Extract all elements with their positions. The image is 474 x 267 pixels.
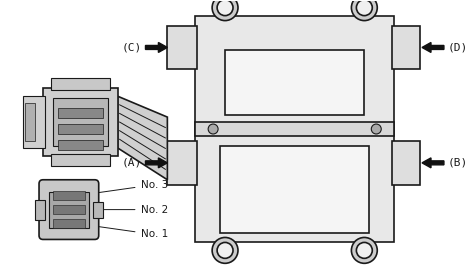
Circle shape xyxy=(351,237,377,263)
Bar xyxy=(53,205,85,214)
Bar xyxy=(53,191,85,200)
Text: (B): (B) xyxy=(448,158,468,168)
Circle shape xyxy=(217,0,233,15)
Bar xyxy=(43,88,118,156)
Bar xyxy=(51,154,109,166)
Bar xyxy=(53,219,85,227)
Bar xyxy=(58,140,103,150)
Text: (D): (D) xyxy=(448,42,468,52)
Bar xyxy=(93,202,103,218)
Circle shape xyxy=(356,0,372,15)
FancyBboxPatch shape xyxy=(49,192,89,227)
Text: No. 3: No. 3 xyxy=(80,180,168,195)
Bar xyxy=(58,108,103,118)
Circle shape xyxy=(356,242,372,258)
Circle shape xyxy=(212,0,238,21)
Bar xyxy=(195,15,394,242)
Circle shape xyxy=(371,124,381,134)
FancyBboxPatch shape xyxy=(39,180,99,239)
Text: (C): (C) xyxy=(121,42,142,52)
Text: No. 1: No. 1 xyxy=(80,224,168,239)
Bar xyxy=(392,26,420,69)
Bar xyxy=(167,141,197,185)
Bar xyxy=(51,78,109,90)
Bar xyxy=(392,141,420,185)
Circle shape xyxy=(351,0,377,21)
FancyArrow shape xyxy=(422,158,444,168)
Circle shape xyxy=(212,237,238,263)
Bar xyxy=(35,200,45,219)
Bar xyxy=(23,96,45,148)
FancyArrow shape xyxy=(146,158,167,168)
Bar xyxy=(220,146,369,233)
Bar xyxy=(53,98,108,146)
FancyArrow shape xyxy=(422,42,444,52)
Bar xyxy=(195,122,394,136)
Polygon shape xyxy=(118,96,167,180)
Circle shape xyxy=(217,242,233,258)
Text: (A): (A) xyxy=(121,158,142,168)
Bar xyxy=(58,124,103,134)
FancyArrow shape xyxy=(146,42,167,52)
Text: No. 2: No. 2 xyxy=(82,205,168,215)
Circle shape xyxy=(208,124,218,134)
Bar xyxy=(167,26,197,69)
Bar xyxy=(25,103,35,141)
Bar xyxy=(225,50,365,115)
